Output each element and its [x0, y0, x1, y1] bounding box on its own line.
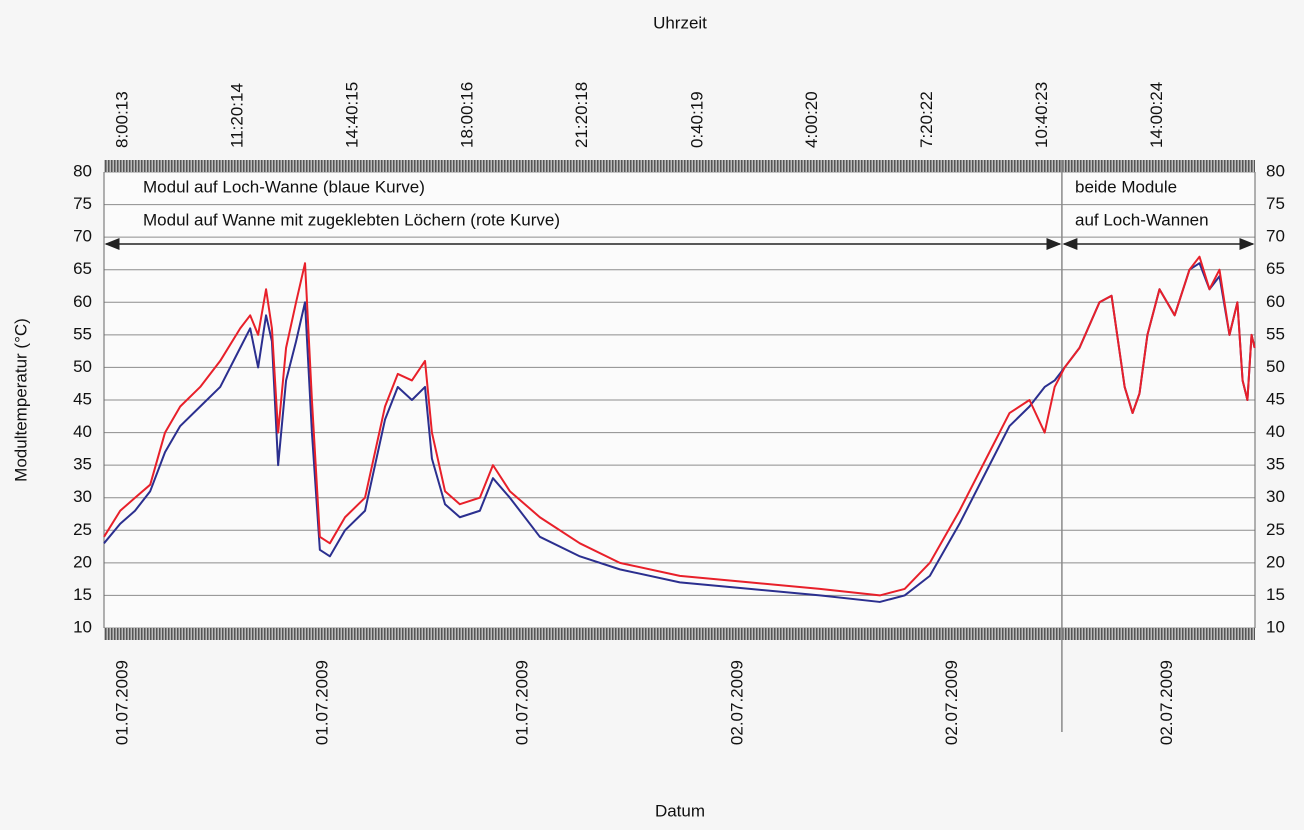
y-tick-label: 10 [73, 617, 92, 636]
date-tick-label: 01.07.2009 [513, 660, 532, 745]
y2-tick-label: 50 [1266, 357, 1285, 376]
y2-tick-label: 70 [1266, 227, 1285, 246]
y2-tick-label: 35 [1266, 455, 1285, 474]
y-tick-label: 25 [73, 520, 92, 539]
date-tick-label: 02.07.2009 [942, 660, 961, 745]
date-tick-label: 01.07.2009 [113, 660, 132, 745]
x-tick-label: 21:20:18 [572, 82, 591, 148]
annotation: beide Module [1075, 177, 1177, 196]
y-tick-label: 15 [73, 585, 92, 604]
y2-tick-label: 10 [1266, 617, 1285, 636]
y2-tick-label: 65 [1266, 259, 1285, 278]
y2-tick-label: 20 [1266, 552, 1285, 571]
y2-tick-label: 15 [1266, 585, 1285, 604]
y2-tick-label: 40 [1266, 422, 1285, 441]
bottom-hatch-bar [104, 628, 1255, 640]
date-tick-label: 02.07.2009 [1157, 660, 1176, 745]
x-tick-label: 0:40:19 [687, 91, 706, 148]
y-tick-label: 55 [73, 324, 92, 343]
series-line [103, 255, 1256, 597]
x-tick-label: 14:40:15 [343, 82, 362, 148]
y-tick-label: 45 [73, 389, 92, 408]
bottom-axis-title: Datum [655, 801, 705, 820]
y2-tick-label: 75 [1266, 194, 1285, 213]
top-axis-title: Uhrzeit [653, 13, 707, 32]
y-tick-label: 80 [73, 161, 92, 180]
legend-entry: Modul auf Loch-Wanne (blaue Kurve) [143, 177, 425, 196]
y-tick-label: 35 [73, 455, 92, 474]
y2-tick-label: 55 [1266, 324, 1285, 343]
y-tick-label: 50 [73, 357, 92, 376]
y-tick-label: 60 [73, 292, 92, 311]
x-tick-label: 10:40:23 [1032, 82, 1051, 148]
y2-tick-label: 30 [1266, 487, 1285, 506]
x-tick-label: 11:20:14 [227, 83, 246, 148]
legend-entry: Modul auf Wanne mit zugeklebten Löchern … [143, 210, 560, 229]
x-tick-label: 18:00:16 [457, 82, 476, 148]
y-tick-label: 65 [73, 259, 92, 278]
x-tick-label: 14:00:24 [1147, 82, 1166, 148]
y-tick-label: 70 [73, 227, 92, 246]
date-tick-label: 01.07.2009 [313, 660, 332, 745]
y2-tick-label: 25 [1266, 520, 1285, 539]
y-tick-label: 30 [73, 487, 92, 506]
y-tick-label: 75 [73, 194, 92, 213]
date-tick-label: 02.07.2009 [727, 660, 746, 745]
y-tick-label: 20 [73, 552, 92, 571]
x-tick-label: 8:00:13 [113, 91, 132, 148]
annotation: auf Loch-Wannen [1075, 210, 1209, 229]
x-tick-label: 7:20:22 [917, 91, 936, 148]
x-tick-label: 4:00:20 [802, 91, 821, 148]
y2-tick-label: 80 [1266, 161, 1285, 180]
top-hatch-bar [104, 160, 1255, 172]
y-tick-label: 40 [73, 422, 92, 441]
y2-tick-label: 60 [1266, 292, 1285, 311]
y-axis-title: Modultemperatur (°C) [11, 318, 30, 482]
y2-tick-label: 45 [1266, 389, 1285, 408]
